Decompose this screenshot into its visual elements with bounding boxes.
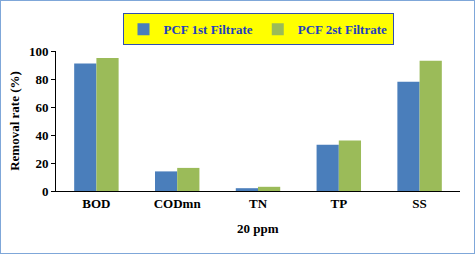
- svg-text:BOD: BOD: [82, 196, 110, 211]
- svg-text:PCF 1st Filtrate: PCF 1st Filtrate: [164, 22, 253, 37]
- svg-text:Removal rate (%): Removal rate (%): [7, 71, 22, 171]
- svg-text:0: 0: [42, 184, 49, 199]
- svg-text:20 ppm: 20 ppm: [237, 221, 279, 236]
- svg-text:TN: TN: [249, 196, 268, 211]
- svg-text:PCF 2st Filtrate: PCF 2st Filtrate: [298, 22, 387, 37]
- svg-text:TP: TP: [330, 196, 347, 211]
- svg-text:100: 100: [29, 44, 49, 59]
- svg-text:CODmn: CODmn: [154, 196, 202, 211]
- svg-text:60: 60: [35, 100, 48, 115]
- svg-text:80: 80: [35, 72, 48, 87]
- svg-text:40: 40: [35, 128, 48, 143]
- svg-text:20: 20: [35, 156, 48, 171]
- svg-text:SS: SS: [412, 196, 426, 211]
